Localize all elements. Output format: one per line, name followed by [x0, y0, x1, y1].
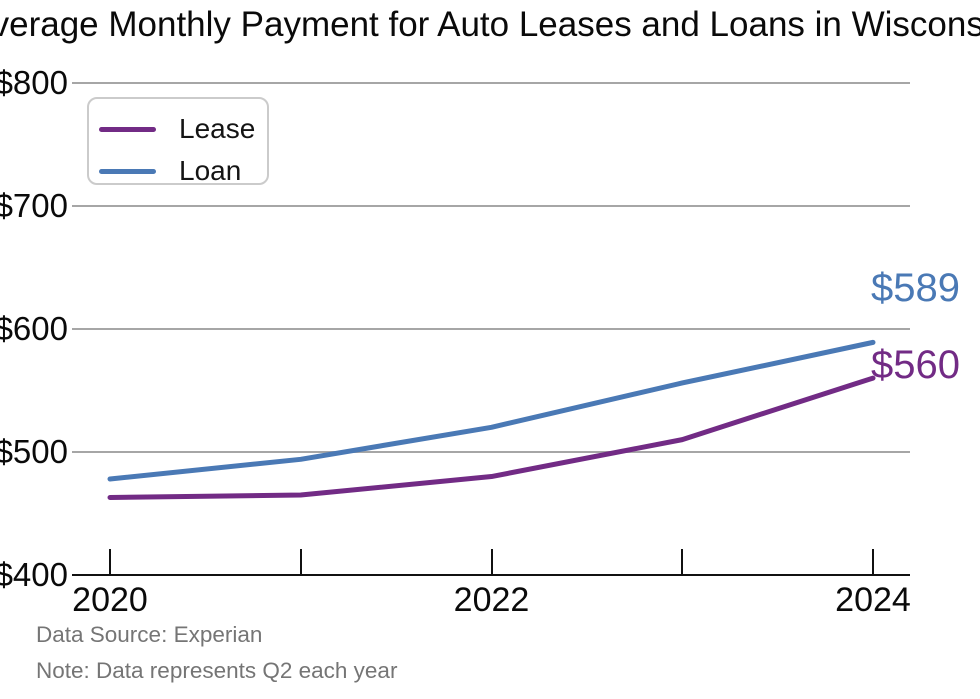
legend-item-loan: Loan: [89, 150, 267, 192]
gridline-700: [72, 204, 910, 207]
y-tick-label-500: $500: [0, 432, 68, 470]
loan-line: [107, 339, 876, 482]
gridline-600: [72, 327, 910, 330]
data-source-text: Data Source: Experian: [36, 622, 263, 647]
x-tick-label-2020: 2020: [72, 581, 148, 619]
gridline-800: [72, 81, 910, 84]
chart-title: Average Monthly Payment for Auto Leases …: [0, 5, 980, 44]
legend-item-lease: Lease: [89, 108, 267, 150]
x-tick-label-2024: 2024: [835, 581, 911, 619]
y-tick-label-800: $800: [0, 63, 68, 101]
x-tick-2024: [872, 549, 874, 576]
lease-line: [107, 375, 876, 500]
x-tick-2020: [109, 549, 111, 576]
x-tick-2022: [490, 549, 493, 576]
loan-end-value-label: $589: [871, 266, 960, 311]
x-tick-2021: [299, 549, 302, 576]
legend: Lease Loan: [87, 97, 269, 186]
lease-line-swatch: [99, 126, 156, 132]
y-tick-label-400: $400: [0, 556, 68, 593]
legend-label-loan: Loan: [179, 155, 242, 186]
y-tick-label-600: $600: [0, 309, 68, 347]
data-note-text: Note: Data represents Q2 each year: [36, 658, 398, 683]
chart-footer: Data Source: Experian Note: Data represe…: [36, 620, 397, 692]
lease-end-value-label: $560: [871, 343, 960, 388]
y-tick-label-700: $700: [0, 186, 68, 224]
legend-label-lease: Lease: [179, 113, 256, 144]
gridline-500: [72, 450, 910, 453]
x-tick-label-2022: 2022: [453, 581, 530, 619]
loan-line-swatch: [99, 168, 156, 174]
x-tick-2023: [681, 549, 684, 576]
